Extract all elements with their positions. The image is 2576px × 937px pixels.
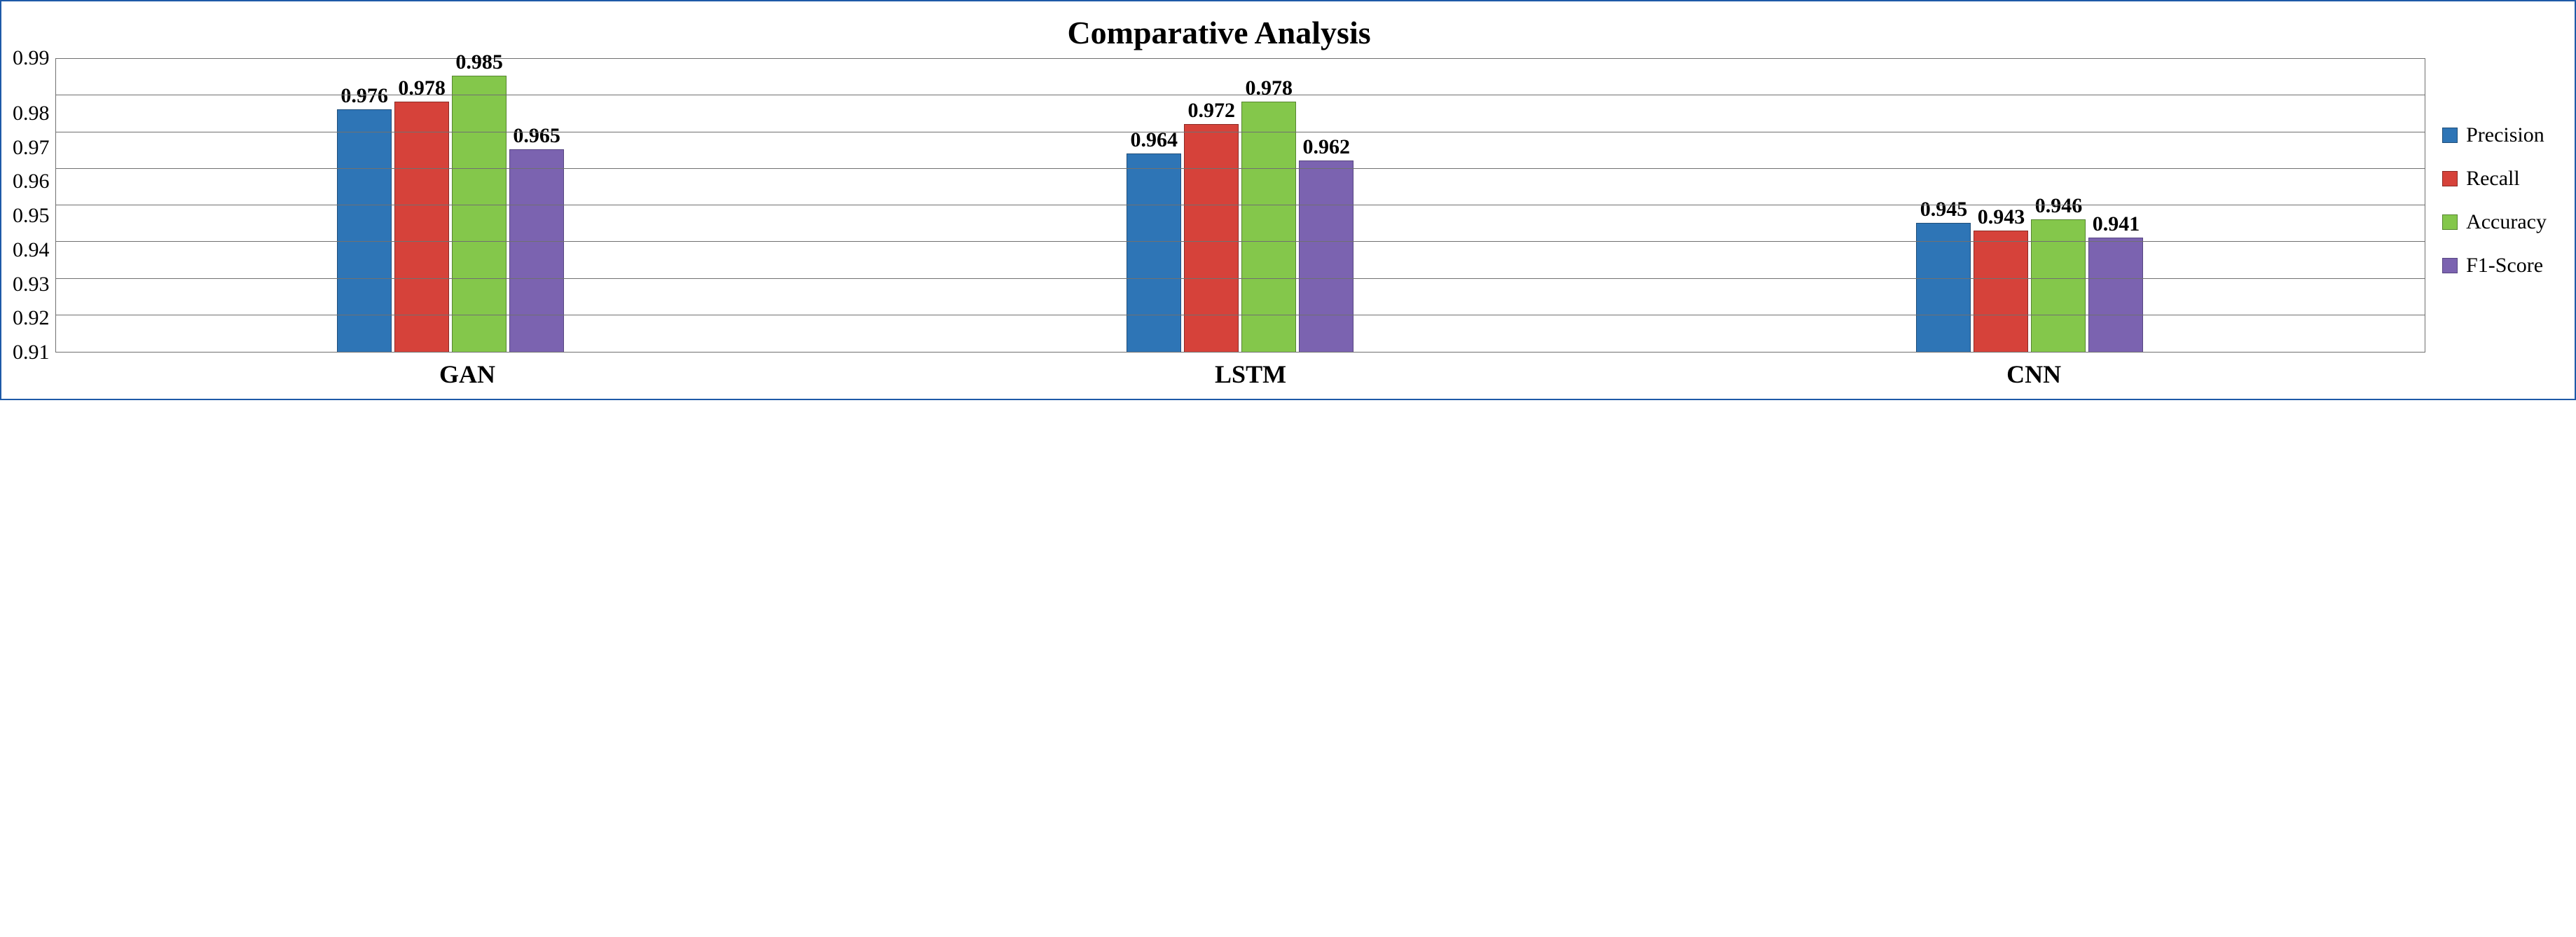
bar-wrap: 0.941 — [2088, 212, 2143, 352]
x-axis: GANLSTMCNN — [76, 360, 2425, 389]
x-axis-row: GANLSTMCNN — [13, 353, 2425, 389]
bar — [509, 149, 564, 352]
bar-wrap: 0.965 — [509, 124, 564, 352]
gridline — [56, 278, 2425, 279]
plot-and-y: 0.990.980.970.960.950.940.930.920.91 0.9… — [13, 58, 2425, 353]
legend-swatch — [2442, 214, 2458, 230]
bar-wrap: 0.964 — [1127, 128, 1181, 353]
legend-item: Precision — [2442, 123, 2547, 147]
bar — [1127, 153, 1181, 353]
bar-value-label: 0.941 — [2093, 212, 2140, 236]
legend: Precision Recall Accuracy F1-Score — [2442, 123, 2547, 278]
y-tick-label: 0.96 — [13, 171, 50, 192]
bar-wrap: 0.978 — [1241, 76, 1296, 352]
bar — [1184, 124, 1239, 353]
gridline — [56, 241, 2425, 242]
y-tick-label: 0.95 — [13, 205, 50, 226]
chart-wrap: Comparative Analysis 0.99 0.98 0.97 0.96 0.9… — [13, 11, 2563, 389]
bar-value-label: 0.978 — [1246, 76, 1293, 100]
bar-wrap: 0.978 — [394, 76, 449, 352]
bar-wrap: 0.985 — [452, 50, 507, 352]
y-tick-label: 0.99 — [13, 48, 50, 69]
bar — [1974, 231, 2028, 352]
y-axis: 0.990.980.970.960.950.940.930.920.91 — [13, 58, 55, 353]
bar-value-label: 0.946 — [2035, 194, 2083, 218]
legend-swatch — [2442, 128, 2458, 143]
bar-value-label: 0.985 — [455, 50, 503, 74]
bar-wrap: 0.945 — [1916, 198, 1971, 352]
bar — [1299, 160, 1354, 352]
bar-value-label: 0.972 — [1188, 99, 1236, 123]
legend-item: Recall — [2442, 167, 2547, 191]
legend-label: Precision — [2466, 123, 2544, 147]
x-axis-label: GAN — [76, 360, 859, 389]
legend-label: Accuracy — [2466, 210, 2547, 234]
x-axis-label: CNN — [1642, 360, 2425, 389]
bar-value-label: 0.962 — [1303, 135, 1351, 159]
legend-item: Accuracy — [2442, 210, 2547, 234]
legend-swatch — [2442, 258, 2458, 273]
bar — [2088, 238, 2143, 352]
y-tick-label: 0.91 — [13, 342, 50, 363]
bar-value-label: 0.943 — [1978, 205, 2025, 229]
bar-group: 0.976 0.978 0.985 0.965 — [56, 50, 846, 352]
bar-value-label: 0.976 — [340, 84, 388, 108]
bar — [452, 76, 507, 352]
y-tick-label: 0.98 — [13, 103, 50, 124]
chart-column: Comparative Analysis 0.99 0.98 0.97 0.96 0.9… — [13, 11, 2425, 389]
y-tick-label: 0.93 — [13, 274, 50, 295]
bar-value-label: 0.965 — [513, 124, 560, 148]
legend-column: Precision Recall Accuracy F1-Score — [2425, 11, 2563, 389]
legend-label: Recall — [2466, 167, 2520, 191]
bar-groups: 0.9760.9780.9850.9650.9640.9720.9780.962… — [56, 59, 2425, 352]
plot-area: 0.9760.9780.9850.9650.9640.9720.9780.962… — [55, 58, 2426, 353]
bar — [2031, 219, 2086, 352]
y-tick-label: 0.94 — [13, 240, 50, 261]
legend-label: F1-Score — [2466, 254, 2543, 278]
x-axis-label: LSTM — [859, 360, 1642, 389]
bar-group: 0.945 0.943 0.946 0.941 — [1635, 194, 2425, 352]
gridline — [56, 168, 2425, 169]
bar — [1916, 223, 1971, 352]
bar-group: 0.964 0.972 0.978 0.962 — [846, 76, 1635, 352]
bar-wrap: 0.976 — [337, 84, 392, 353]
legend-swatch — [2442, 171, 2458, 186]
y-tick-label: 0.97 — [13, 137, 50, 158]
chart-outer-border: Comparative Analysis 0.99 0.98 0.97 0.96 0.9… — [0, 0, 2576, 400]
chart-title: Comparative Analysis — [13, 14, 2425, 51]
y-tick-label: 0.92 — [13, 308, 50, 329]
bar — [337, 109, 392, 353]
bar-value-label: 0.945 — [1920, 198, 1968, 221]
bar-value-label: 0.978 — [398, 76, 446, 100]
bar-wrap: 0.946 — [2031, 194, 2086, 352]
legend-item: F1-Score — [2442, 254, 2547, 278]
